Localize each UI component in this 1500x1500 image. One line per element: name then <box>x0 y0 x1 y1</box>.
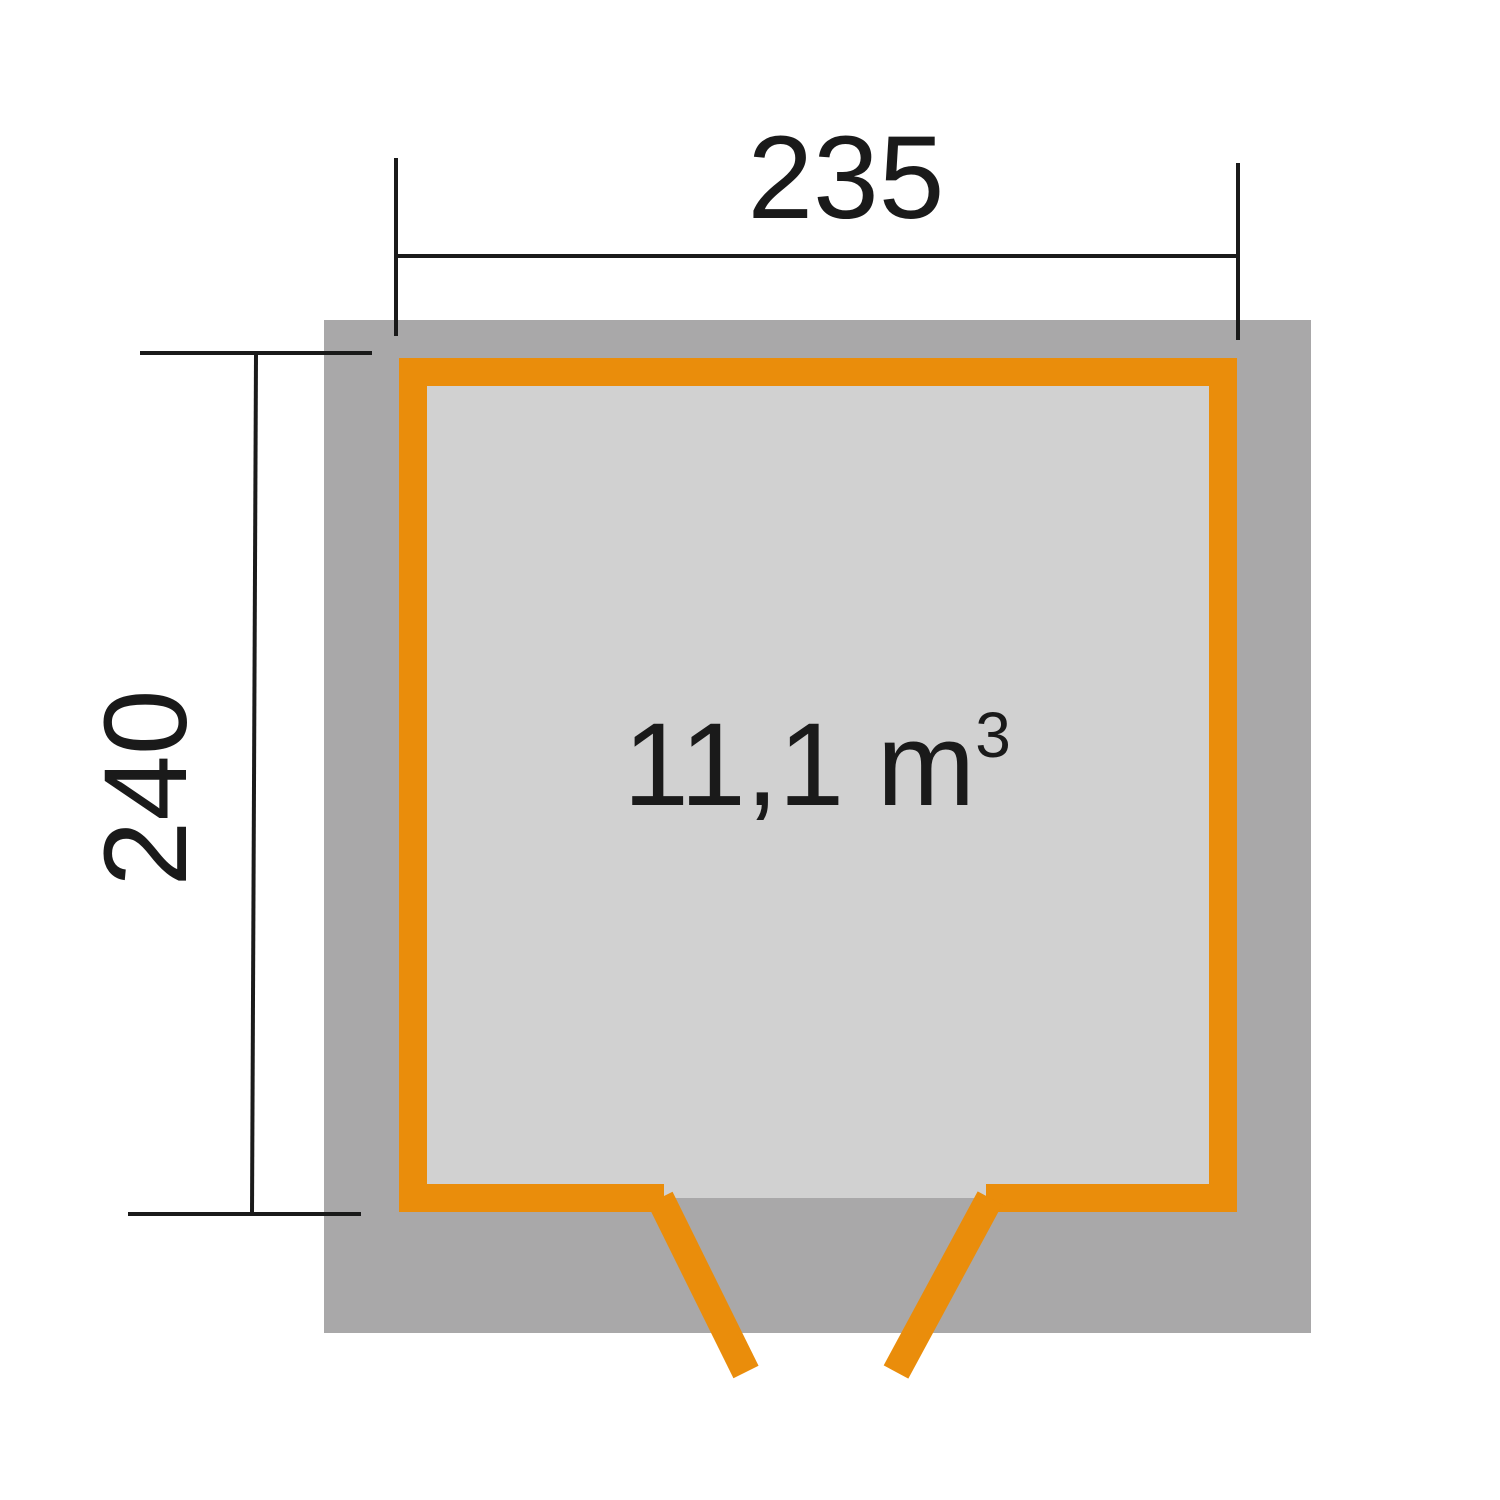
interior-floor <box>414 372 1223 1198</box>
volume-value: 11,1 m <box>623 699 975 831</box>
door-leaf-right <box>883 1191 1003 1379</box>
depth-label: 240 <box>80 690 212 887</box>
depth-dimension: 240 <box>80 351 372 1216</box>
walls <box>399 358 1237 1212</box>
volume-label: 11,1 m3 <box>623 699 1011 831</box>
volume-exponent: 3 <box>975 699 1011 771</box>
door-leaf-left <box>647 1191 759 1379</box>
width-dimension: 235 <box>394 112 1240 340</box>
width-label: 235 <box>748 112 945 244</box>
depth-dimension-line <box>250 354 258 1215</box>
